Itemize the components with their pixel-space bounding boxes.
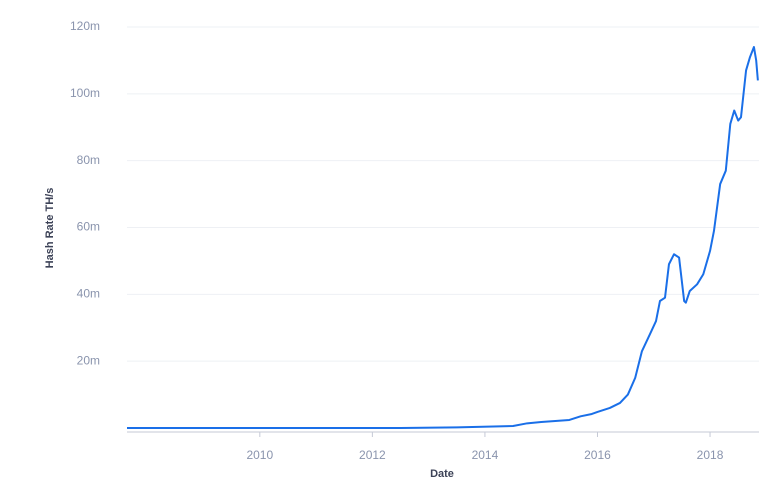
x-tick-label: 2014	[472, 448, 499, 462]
y-tick-label: 20m	[77, 353, 100, 367]
x-tick-label: 2016	[584, 448, 611, 462]
y-tick-label: 60m	[77, 220, 100, 234]
x-tick-label: 2010	[246, 448, 273, 462]
data-line	[127, 46, 759, 429]
y-tick-label: 40m	[77, 287, 100, 301]
y-axis-title: Hash Rate TH/s	[44, 188, 56, 269]
x-tick-label: 2012	[359, 448, 386, 462]
y-tick-label: 120m	[70, 19, 100, 33]
y-tick-label: 80m	[77, 153, 100, 167]
x-axis-title: Date	[430, 468, 454, 480]
x-tick-label: 2018	[697, 448, 724, 462]
y-tick-label: 100m	[70, 86, 100, 100]
